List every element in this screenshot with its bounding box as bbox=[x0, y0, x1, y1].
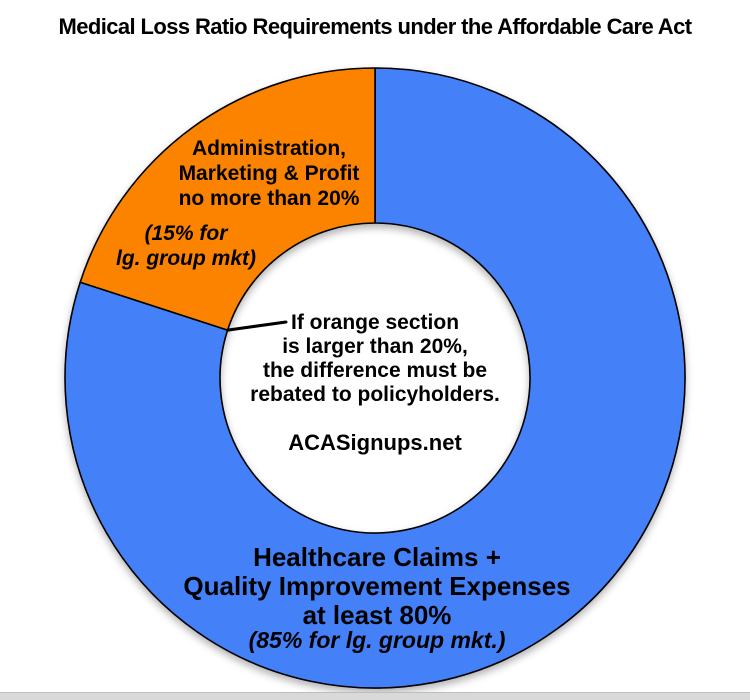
center-annotation-line: is larger than 20%, bbox=[282, 335, 468, 358]
orange-slice-label-line: Marketing & Profit bbox=[178, 162, 360, 185]
orange-slice-label-line: Administration, bbox=[191, 137, 346, 160]
blue-slice-subnote: (85% for lg. group mkt.) bbox=[248, 627, 506, 653]
blue-slice-label-line: Quality Improvement Expenses bbox=[183, 571, 571, 601]
annotation-pointer-line bbox=[226, 320, 288, 332]
source-credit: ACASignups.net bbox=[288, 430, 462, 455]
slice-admin-marketing-profit bbox=[79, 67, 376, 331]
orange-slice-label: Administration, Marketing & Profit no mo… bbox=[119, 136, 419, 211]
donut-wedges bbox=[64, 67, 686, 689]
slice-healthcare-claims bbox=[64, 67, 686, 689]
orange-slice-subnote-line: (15% for bbox=[144, 222, 228, 245]
center-annotation-line: rebated to policyholders. bbox=[250, 383, 500, 406]
center-annotation: If orange section is larger than 20%, th… bbox=[205, 311, 545, 407]
orange-slice-subnote: (15% for lg. group mkt) bbox=[61, 221, 311, 271]
chart-title: Medical Loss Ratio Requirements under th… bbox=[58, 14, 693, 39]
blue-slice-label: Healthcare Claims + Quality Improvement … bbox=[137, 543, 617, 630]
orange-slice-subnote-line: lg. group mkt) bbox=[116, 247, 256, 270]
bottom-edge-bar bbox=[0, 692, 750, 700]
orange-slice-label-line: no more than 20% bbox=[178, 187, 360, 210]
blue-slice-label-line: at least 80% bbox=[302, 600, 452, 630]
center-annotation-line: the difference must be bbox=[262, 359, 488, 382]
blue-slice-label-line: Healthcare Claims + bbox=[253, 542, 501, 572]
center-annotation-line: If orange section bbox=[290, 311, 460, 334]
